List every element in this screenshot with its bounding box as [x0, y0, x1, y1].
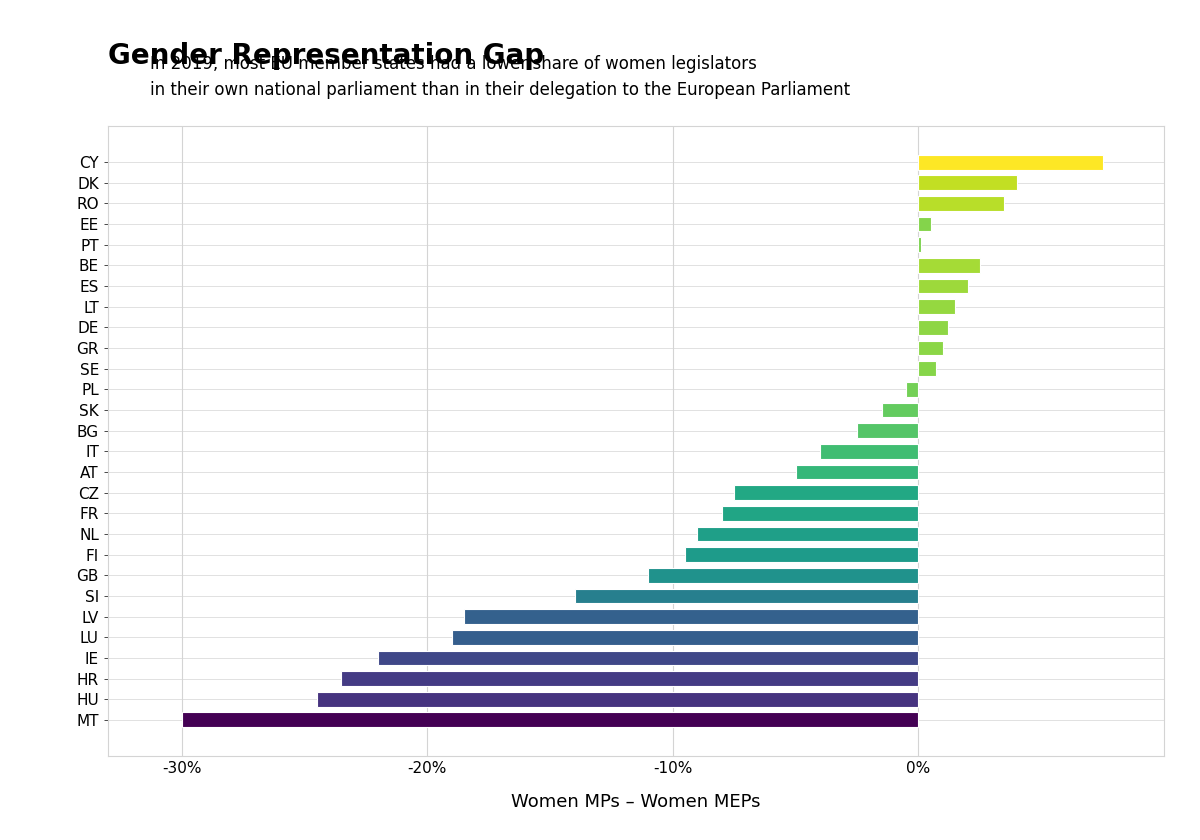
- Bar: [918, 340, 943, 355]
- Bar: [575, 589, 918, 603]
- Bar: [796, 465, 918, 480]
- Bar: [918, 196, 1004, 211]
- Bar: [918, 258, 980, 273]
- Bar: [452, 630, 918, 645]
- Bar: [685, 547, 918, 562]
- Bar: [918, 299, 955, 314]
- Bar: [882, 402, 918, 417]
- Bar: [341, 671, 918, 686]
- Bar: [857, 423, 918, 438]
- Bar: [906, 382, 918, 396]
- Bar: [918, 320, 948, 335]
- Bar: [648, 568, 918, 583]
- Bar: [918, 279, 967, 293]
- Bar: [918, 217, 931, 232]
- Bar: [918, 361, 936, 376]
- Bar: [181, 712, 918, 727]
- Bar: [722, 506, 918, 521]
- Bar: [820, 444, 918, 459]
- Text: In 2019, most EU member states had a lower share of women legislators
in their o: In 2019, most EU member states had a low…: [150, 55, 850, 99]
- Bar: [918, 155, 1103, 170]
- Bar: [464, 609, 918, 624]
- Bar: [734, 486, 918, 500]
- X-axis label: Women MPs – Women MEPs: Women MPs – Women MEPs: [511, 792, 761, 811]
- Bar: [378, 650, 918, 665]
- Text: Gender Representation Gap: Gender Representation Gap: [108, 41, 544, 70]
- Bar: [317, 692, 918, 706]
- Bar: [918, 176, 1016, 190]
- Bar: [918, 237, 920, 252]
- Bar: [697, 527, 918, 542]
